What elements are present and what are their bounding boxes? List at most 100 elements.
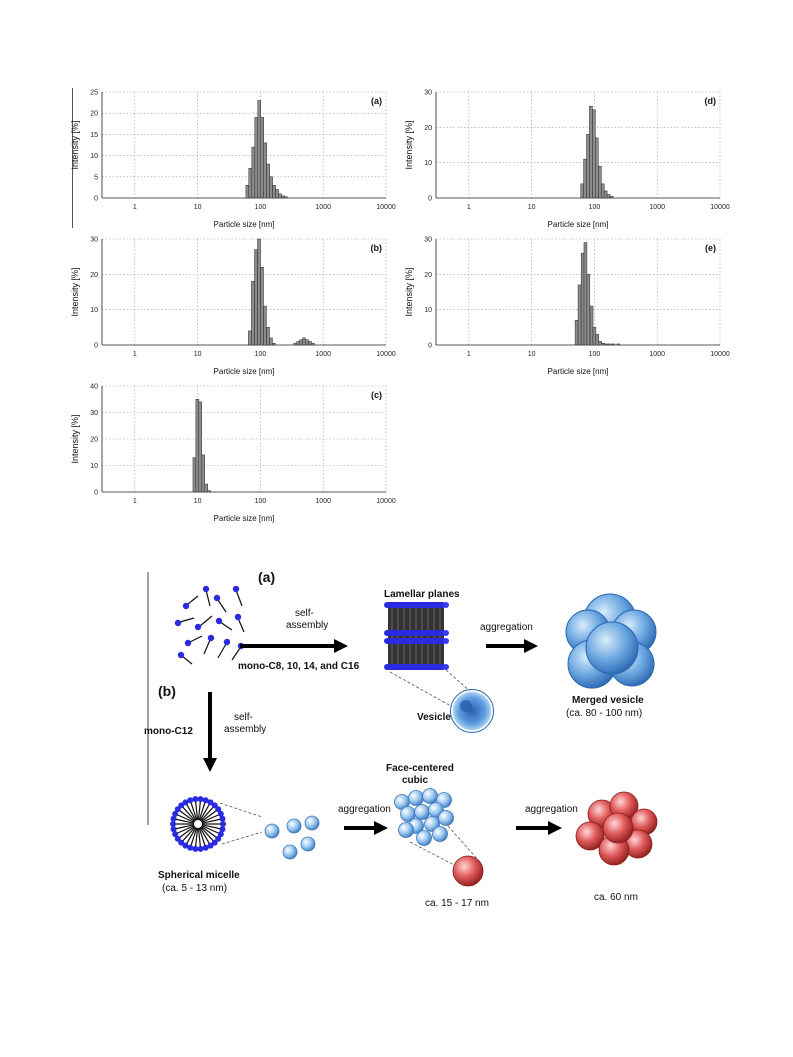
histogram-bar	[598, 165, 602, 199]
micelle-spheres	[264, 815, 320, 860]
x-tick-label: 1000	[649, 204, 665, 211]
panel-label-b: (b)	[158, 683, 176, 699]
vesicle-graphic	[450, 689, 494, 733]
histogram-bar	[592, 109, 596, 199]
y-tick-label: 30	[90, 237, 98, 244]
histogram-bar	[574, 320, 579, 346]
y-tick-label: 0	[428, 343, 432, 350]
x-axis-label: Particle size [nm]	[214, 367, 275, 376]
x-tick-label: 10	[194, 351, 202, 358]
red-nanoparticle	[452, 855, 484, 887]
aggregation-mid-label: aggregation	[338, 804, 391, 815]
histogram-bar	[583, 242, 588, 346]
histogram-bar	[601, 342, 605, 346]
y-tick-label: 25	[90, 90, 98, 97]
face-centered-line2: cubic	[402, 775, 429, 786]
y-axis-label: Intensity [%]	[70, 120, 80, 169]
x-tick-label: 10	[194, 204, 202, 211]
histogram-panel-b: 1 10 100 1000 10000 0 10 20 30 Particle size [nm]…	[68, 233, 398, 379]
histogram-bar	[592, 327, 597, 346]
histogram-bar	[616, 343, 621, 346]
histogram-bar	[245, 185, 250, 199]
panel-letter: (b)	[371, 243, 383, 253]
histogram-bar	[257, 100, 262, 199]
histogram-bar	[284, 196, 288, 199]
histogram-bar	[603, 190, 608, 199]
histogram-bar	[296, 341, 300, 346]
y-tick-label: 20	[424, 125, 432, 132]
histogram-svg: 1 10 100 1000 10000 0 5 10 15 20 25 Particle size […	[70, 90, 396, 230]
histogram-bar	[260, 117, 264, 199]
x-tick-label: 100	[589, 351, 601, 358]
x-axis-label: Particle size [nm]	[548, 367, 609, 376]
histogram-bar	[269, 176, 273, 199]
panel-letter: (a)	[371, 96, 382, 106]
x-tick-label: 10	[528, 351, 536, 358]
y-tick-label: 30	[424, 90, 432, 97]
y-tick-label: 0	[94, 196, 98, 203]
histogram-bar	[586, 134, 590, 199]
left-margin-rule	[72, 88, 73, 228]
histogram-bar	[589, 105, 593, 199]
histogram-bar	[260, 267, 264, 346]
y-tick-label: 20	[90, 437, 98, 444]
y-tick-label: 40	[90, 384, 98, 391]
x-tick-label: 10000	[376, 351, 396, 358]
histogram-bar	[580, 183, 584, 199]
histogram-bar	[254, 249, 258, 346]
panel-letter: (d)	[705, 96, 717, 106]
histogram-panel-d: 1 10 100 1000 10000 0 10 20 30 Particle size [nm]…	[402, 86, 732, 232]
histogram-bar	[577, 284, 582, 346]
histogram-bar	[275, 189, 279, 199]
x-tick-label: 10000	[710, 351, 730, 358]
histogram-bar	[611, 343, 616, 346]
y-tick-label: 30	[90, 410, 98, 417]
histogram-bar	[257, 238, 261, 346]
histogram-bar	[299, 339, 303, 346]
histogram-bar	[251, 281, 255, 346]
aggregation-right-label: aggregation	[525, 804, 578, 815]
mono-c12-label: mono-C12	[144, 726, 193, 737]
histogram-bar	[278, 193, 282, 199]
histogram-bar	[609, 195, 614, 199]
merged-vesicle-label: Merged vesicle	[572, 695, 644, 706]
y-tick-label: 30	[424, 237, 432, 244]
y-axis-label: Intensity [%]	[70, 267, 80, 316]
red-cluster-graphic	[575, 791, 658, 866]
histogram-bar	[604, 343, 609, 346]
y-axis-label: Intensity [%]	[404, 120, 414, 169]
histogram-bar	[204, 483, 208, 493]
micelle-zoom-line-2	[221, 831, 263, 845]
x-tick-label: 1	[467, 204, 471, 211]
histogram-svg: 1 10 100 1000 10000 0 10 20 30 Particle size [nm]…	[70, 237, 396, 377]
x-tick-label: 10	[194, 498, 202, 505]
x-axis-label: Particle size [nm]	[214, 514, 275, 523]
y-tick-label: 5	[94, 174, 98, 181]
panel-letter: (c)	[371, 390, 382, 400]
histogram-panel-a: 1 10 100 1000 10000 0 5 10 15 20 25 Particle size […	[68, 86, 398, 232]
histogram-bar	[583, 158, 587, 199]
histogram-bar	[248, 168, 253, 199]
x-tick-label: 1	[133, 498, 137, 505]
histogram-bar	[595, 334, 599, 346]
histogram-svg: 1 10 100 1000 10000 0 10 20 30 Particle size [nm]…	[404, 90, 730, 230]
x-tick-label: 1000	[649, 351, 665, 358]
y-tick-label: 10	[90, 153, 98, 160]
merged-vesicle-size: (ca. 80 - 100 nm)	[566, 708, 642, 719]
lamellar-stack	[384, 602, 449, 670]
histogram-bar	[201, 454, 206, 493]
histogram-bar	[254, 117, 259, 199]
x-tick-label: 100	[255, 351, 267, 358]
histogram-bar	[195, 399, 200, 493]
y-tick-label: 10	[424, 307, 432, 314]
y-tick-label: 20	[424, 272, 432, 279]
histogram-bar	[251, 146, 256, 199]
y-tick-label: 0	[94, 490, 98, 497]
histogram-bar	[598, 341, 603, 346]
histogram-bar	[586, 274, 591, 346]
histogram-bar	[263, 142, 267, 199]
self-assembly-left-line2: assembly	[224, 724, 266, 735]
histogram-bar	[308, 341, 312, 346]
histogram-bar	[269, 337, 273, 346]
mono-c8-label: mono-C8, 10, 14, and C16	[238, 661, 360, 672]
